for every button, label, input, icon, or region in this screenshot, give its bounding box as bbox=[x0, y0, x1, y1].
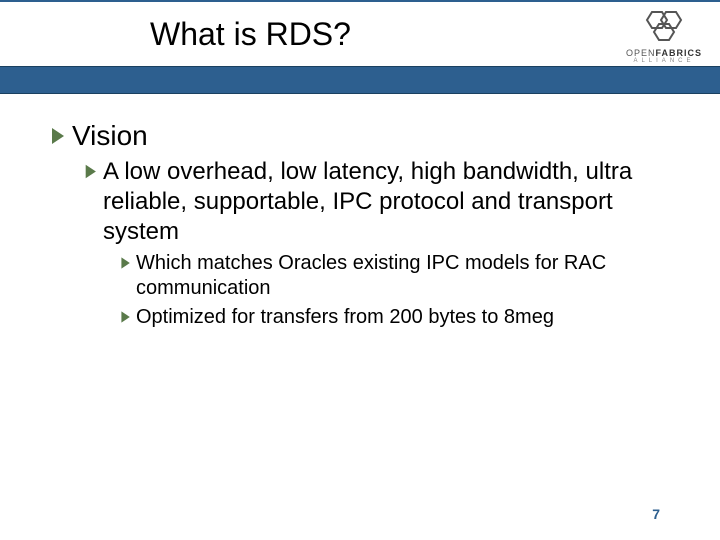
chevron-icon bbox=[84, 163, 101, 180]
chevron-icon bbox=[120, 256, 134, 270]
logo-hex-icon bbox=[634, 8, 694, 50]
chevron-icon bbox=[50, 126, 70, 146]
bullet-text: Which matches Oracles existing IPC model… bbox=[136, 251, 670, 301]
openfabrics-logo: OPENFABRICS ALLIANCE bbox=[626, 8, 702, 64]
bullet-lvl3: Which matches Oracles existing IPC model… bbox=[120, 251, 670, 301]
bullet-lvl2: A low overhead, low latency, high bandwi… bbox=[84, 157, 670, 247]
header-title-area: What is RDS? OPENFABRICS ALLIANCE bbox=[0, 2, 720, 66]
slide-header: What is RDS? OPENFABRICS ALLIANCE bbox=[0, 0, 720, 94]
slide-content: Vision A low overhead, low latency, high… bbox=[0, 94, 720, 330]
page-number: 7 bbox=[652, 506, 660, 522]
bullet-text: Optimized for transfers from 200 bytes t… bbox=[136, 305, 554, 330]
bullet-lvl3: Optimized for transfers from 200 bytes t… bbox=[120, 305, 670, 330]
bullet-text: A low overhead, low latency, high bandwi… bbox=[103, 157, 670, 247]
bullet-text: Vision bbox=[72, 118, 148, 153]
chevron-icon bbox=[120, 310, 134, 324]
header-band bbox=[0, 66, 720, 94]
logo-text-line1: OPENFABRICS bbox=[626, 48, 702, 58]
slide-title: What is RDS? bbox=[150, 16, 351, 53]
bullet-lvl1: Vision bbox=[50, 118, 670, 153]
logo-text-line2: ALLIANCE bbox=[633, 58, 694, 64]
